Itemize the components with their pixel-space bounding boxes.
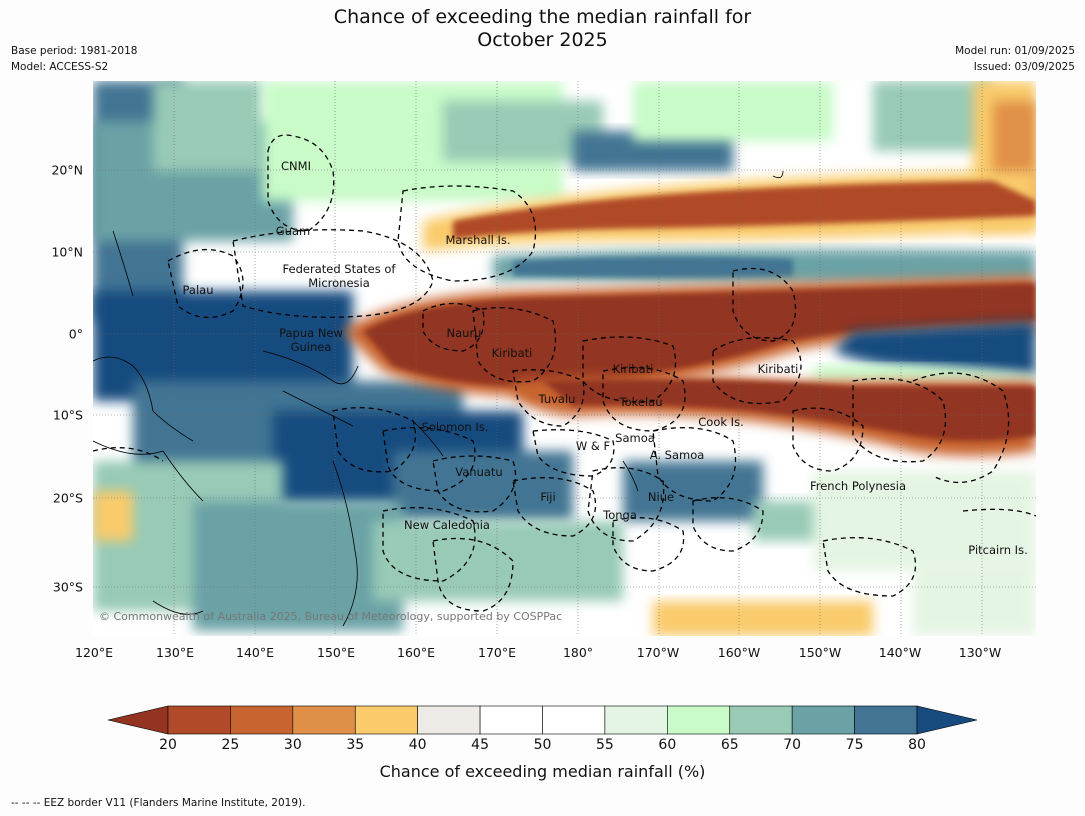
colorbar-tick-label: 50 [533,737,552,753]
colorbar-tick-label: 70 [783,737,802,753]
place-label-marshall: Marshall Is. [445,233,511,247]
lon-label: 180° [562,645,594,660]
meta-right: Model run: 01/09/2025 Issued: 03/09/2025 [955,43,1075,75]
lon-label: 120°E [74,645,114,660]
place-label-kiribati-central: Kiribati [612,362,654,376]
place-label-cook: Cook Is. [698,415,744,429]
eez-footnote: -- -- -- EEZ border V11 (Flanders Marine… [11,797,306,809]
colorbar-segment [167,705,231,735]
place-label-nauru: Nauru [446,326,482,340]
colorbar-tick-label: 30 [283,737,302,753]
colorbar-segment [791,705,855,735]
base-period: Base period: 1981-2018 [11,45,138,57]
place-label-cnmi: CNMI [281,159,311,173]
colorbar-segment [604,705,668,735]
map-canvas [93,81,1036,636]
place-label-guam: Guam [275,224,311,238]
colorbar-segment [230,705,294,735]
map-title: Chance of exceeding the median rainfall … [0,6,1085,52]
colorbar-tick-label: 45 [471,737,489,753]
lon-label: 150°W [798,645,842,660]
colorbar-tick-label: 20 [159,737,177,753]
lon-label: 160°E [396,645,436,660]
place-label-wallis-futuna: W & F [575,439,611,453]
issued-date: Issued: 03/09/2025 [973,61,1075,73]
map-title-line2: October 2025 [477,29,608,51]
place-label-niue: Niue [647,490,675,504]
place-label-tokelau: Tokelau [619,395,663,409]
colorbar [107,705,978,735]
lat-label: 10°N [51,244,83,260]
lon-label: 140°E [235,645,275,660]
colorbar-tick-label: 65 [720,737,739,753]
place-label-samoa: Samoa [615,431,655,445]
colorbar-segment [854,705,918,735]
place-label-palau: Palau [182,283,214,297]
colorbar-segment [354,705,418,735]
lon-label: 150°E [316,645,356,660]
lon-label: 160°W [717,645,761,660]
colorbar-tick-label: 35 [346,737,365,753]
place-label-american-samoa: A. Samoa [649,448,705,462]
lat-label: 0° [68,326,83,342]
colorbar-tick-label: 40 [408,737,427,753]
map-title-line1: Chance of exceeding the median rainfall … [333,6,752,28]
place-label-french-polynesia: French Polynesia [809,479,907,493]
lat-label: 20°N [51,162,83,178]
place-label-png: Papua New Guinea [279,326,343,354]
colorbar-over-arrow [916,705,978,735]
place-label-micronesia: Federated States of Micronesia [282,262,396,290]
place-label-solomon: Solomon Is. [421,420,489,434]
place-label-fiji: Fiji [540,490,556,504]
lat-label: 30°S [52,579,83,595]
graticule [93,81,1036,636]
colorbar-segment [542,705,606,735]
colorbar-label: Chance of exceeding median rainfall (%) [379,762,706,781]
place-label-new-caledonia: New Caledonia [404,518,490,532]
colorbar-segment [729,705,793,735]
place-label-vanuatu: Vanuatu [455,465,503,479]
lon-label: 170°W [636,645,680,660]
colorbar-tick-label: 25 [221,737,240,753]
lon-label: 140°W [878,645,922,660]
place-label-pitcairn: Pitcairn Is. [968,543,1028,557]
colorbar-segment [292,705,356,735]
place-label-tuvalu: Tuvalu [538,392,576,406]
rainfall-map [93,81,1036,636]
model-run: Model run: 01/09/2025 [955,45,1075,57]
colorbar-tick-label: 80 [908,737,926,753]
coastlines [93,170,784,627]
colorbar-segment [667,705,731,735]
lon-label: 170°E [477,645,517,660]
lat-label: 10°S [52,407,83,423]
meta-left: Base period: 1981-2018 Model: ACCESS-S2 [11,43,137,75]
colorbar-under-arrow [107,705,169,735]
place-label-kiribati-east: Kiribati [757,362,799,376]
place-label-tonga: Tonga [603,508,637,522]
colorbar-segment [417,705,481,735]
lon-label: 130°E [155,645,195,660]
place-label-kiribati-west: Kiribati [491,346,533,360]
eez-borders [93,134,1036,612]
lon-label: 130°W [958,645,1002,660]
colorbar-segment [479,705,543,735]
rainfall-fields [93,81,1036,636]
copyright-notice: © Commonwealth of Australia 2025, Bureau… [99,610,563,623]
model-name: Model: ACCESS-S2 [11,61,109,73]
colorbar-tick-label: 60 [658,737,677,753]
lat-label: 20°S [52,490,83,506]
colorbar-tick-label: 55 [595,737,614,753]
colorbar-tick-label: 75 [845,737,864,753]
